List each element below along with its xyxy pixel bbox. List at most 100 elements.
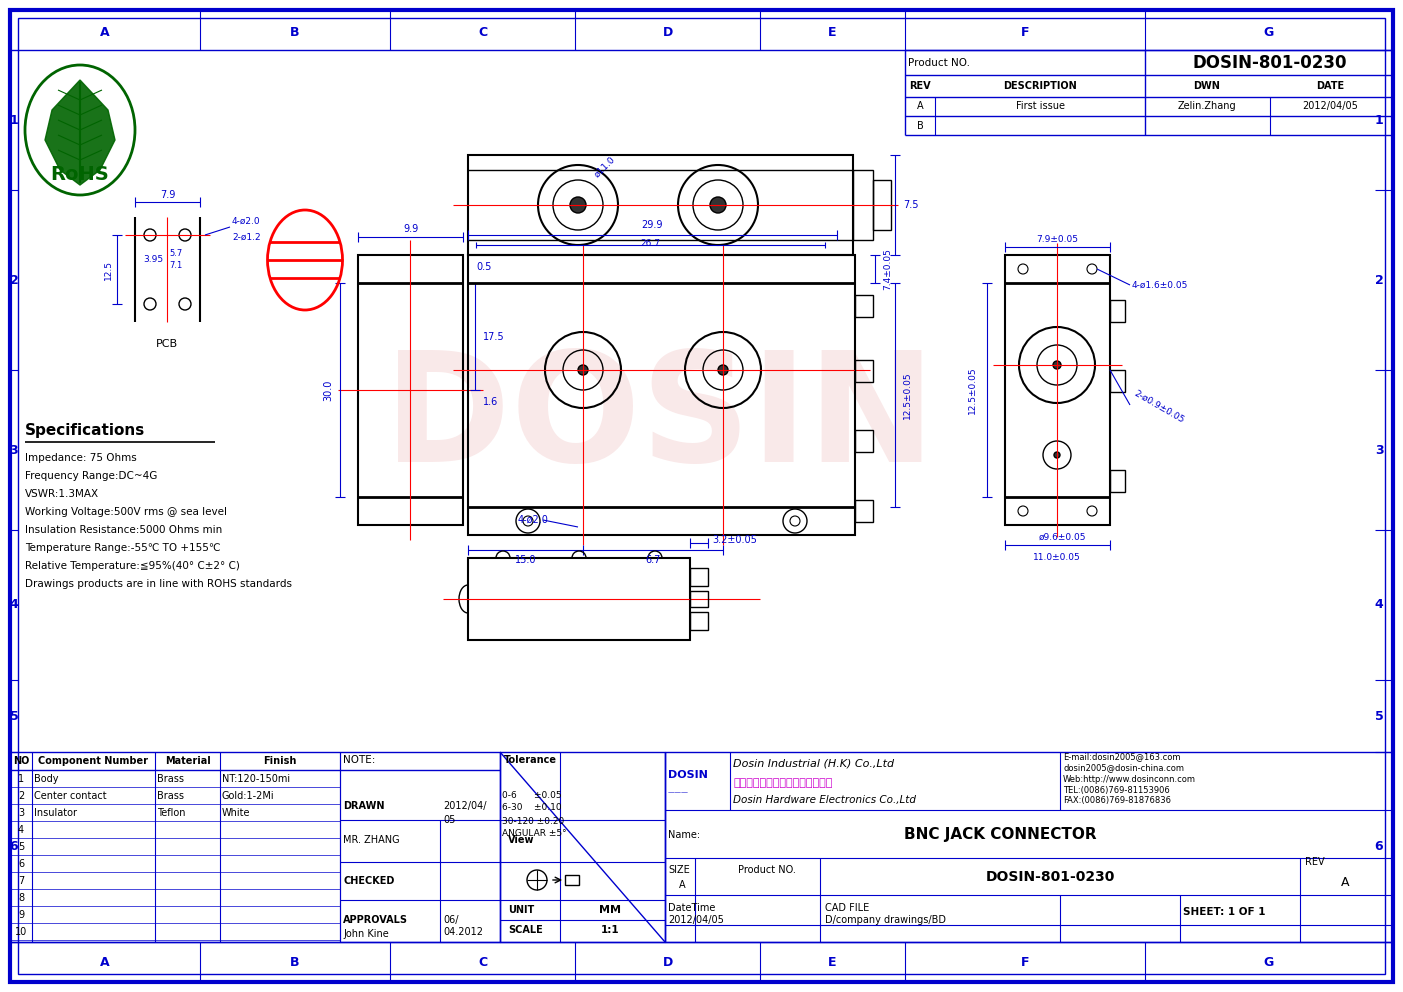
Text: 26.7: 26.7 bbox=[641, 239, 661, 248]
Text: 12.5±0.05: 12.5±0.05 bbox=[904, 371, 912, 419]
Text: Product NO.: Product NO. bbox=[738, 865, 796, 875]
Bar bbox=[499, 752, 665, 942]
Text: DOSIN-801-0230: DOSIN-801-0230 bbox=[985, 870, 1115, 884]
Text: 3: 3 bbox=[18, 808, 24, 818]
Text: Frequency Range:DC~4G: Frequency Range:DC~4G bbox=[25, 471, 157, 481]
Text: C: C bbox=[478, 26, 487, 39]
Text: F: F bbox=[1021, 955, 1030, 968]
Circle shape bbox=[718, 365, 728, 375]
Text: 2012/04/05: 2012/04/05 bbox=[1302, 101, 1358, 111]
Text: 17.5: 17.5 bbox=[483, 331, 505, 341]
Bar bbox=[1110, 370, 1125, 392]
Text: DOSIN: DOSIN bbox=[384, 345, 936, 494]
Text: 3.95: 3.95 bbox=[143, 256, 163, 265]
Text: 1: 1 bbox=[18, 774, 24, 784]
Text: 7.4±0.05: 7.4±0.05 bbox=[882, 248, 892, 290]
Bar bbox=[853, 170, 873, 240]
Text: MM: MM bbox=[599, 905, 622, 915]
Text: SIZE: SIZE bbox=[668, 865, 690, 875]
Text: 2: 2 bbox=[18, 791, 24, 801]
Text: 8: 8 bbox=[18, 893, 24, 903]
Text: 东莞市德诜五金电子制品有限公司: 东莞市德诜五金电子制品有限公司 bbox=[732, 778, 832, 788]
Text: ———: ——— bbox=[668, 789, 689, 795]
Text: Product NO.: Product NO. bbox=[908, 58, 969, 68]
Text: B: B bbox=[916, 121, 923, 131]
Text: First issue: First issue bbox=[1016, 101, 1065, 111]
Text: Zelin.Zhang: Zelin.Zhang bbox=[1177, 101, 1236, 111]
Text: John Kine: John Kine bbox=[342, 929, 389, 939]
Text: A: A bbox=[100, 26, 109, 39]
Text: Material: Material bbox=[164, 756, 210, 766]
Text: 2012/04/: 2012/04/ bbox=[443, 801, 487, 811]
Text: DOSIN-801-0230: DOSIN-801-0230 bbox=[1193, 54, 1347, 72]
Text: DateTime: DateTime bbox=[668, 903, 716, 913]
Text: Impedance: 75 Ohms: Impedance: 75 Ohms bbox=[25, 453, 136, 463]
Bar bbox=[1110, 300, 1125, 322]
Text: 10: 10 bbox=[15, 927, 27, 937]
Text: 6: 6 bbox=[10, 840, 18, 853]
Bar bbox=[565, 875, 579, 885]
Text: Finish: Finish bbox=[264, 756, 296, 766]
Text: Tolerance: Tolerance bbox=[504, 755, 557, 765]
Text: Gold:1-2Mi: Gold:1-2Mi bbox=[222, 791, 275, 801]
Text: Brass: Brass bbox=[157, 774, 184, 784]
Circle shape bbox=[570, 197, 586, 213]
Text: 9.9: 9.9 bbox=[403, 224, 418, 234]
Text: 5: 5 bbox=[1375, 709, 1383, 722]
Text: 1.6: 1.6 bbox=[483, 397, 498, 407]
Text: 4: 4 bbox=[10, 598, 18, 611]
Text: 5.7: 5.7 bbox=[168, 249, 182, 258]
Text: Insulation Resistance:5000 Ohms min: Insulation Resistance:5000 Ohms min bbox=[25, 525, 222, 535]
Text: 2-ø0.9±0.05: 2-ø0.9±0.05 bbox=[1132, 389, 1186, 425]
Text: PCB: PCB bbox=[156, 339, 178, 349]
Text: Center contact: Center contact bbox=[34, 791, 107, 801]
Text: 15.0: 15.0 bbox=[515, 555, 536, 565]
Text: Component Number: Component Number bbox=[38, 756, 149, 766]
Text: 3: 3 bbox=[1375, 443, 1383, 456]
Text: 9: 9 bbox=[18, 910, 24, 920]
Text: Brass: Brass bbox=[157, 791, 184, 801]
Text: View: View bbox=[508, 835, 535, 845]
Text: 1: 1 bbox=[1375, 113, 1383, 127]
Text: 30-120 ±0.20: 30-120 ±0.20 bbox=[502, 816, 564, 825]
Text: 4: 4 bbox=[1375, 598, 1383, 611]
Text: VSWR:1.3MAX: VSWR:1.3MAX bbox=[25, 489, 100, 499]
Bar bbox=[873, 180, 891, 230]
Text: Name:: Name: bbox=[668, 830, 700, 840]
Text: 7.9: 7.9 bbox=[160, 190, 175, 200]
Text: Dosin Industrial (H.K) Co.,Ltd: Dosin Industrial (H.K) Co.,Ltd bbox=[732, 758, 894, 768]
Text: DESCRIPTION: DESCRIPTION bbox=[1003, 81, 1078, 91]
Text: CAD FILE: CAD FILE bbox=[825, 903, 870, 913]
Text: Teflon: Teflon bbox=[157, 808, 185, 818]
Text: 4-ø2.0: 4-ø2.0 bbox=[231, 216, 261, 225]
Text: NT:120-150mi: NT:120-150mi bbox=[222, 774, 290, 784]
Text: REV: REV bbox=[1305, 857, 1324, 867]
Text: 3: 3 bbox=[10, 443, 18, 456]
Text: E: E bbox=[828, 955, 836, 968]
Bar bbox=[854, 430, 873, 452]
Text: Working Voltage:500V rms @ sea level: Working Voltage:500V rms @ sea level bbox=[25, 507, 227, 517]
Text: Body: Body bbox=[34, 774, 59, 784]
Text: 30.0: 30.0 bbox=[323, 379, 333, 401]
Text: 6: 6 bbox=[1375, 840, 1383, 853]
Text: DOSIN: DOSIN bbox=[668, 770, 709, 780]
Text: 7.5: 7.5 bbox=[904, 200, 919, 210]
Text: NOTE:: NOTE: bbox=[342, 755, 376, 765]
Text: 2-ø1.2: 2-ø1.2 bbox=[231, 232, 261, 241]
Text: Relative Temperature:≦95%(40° C±2° C): Relative Temperature:≦95%(40° C±2° C) bbox=[25, 561, 240, 571]
Text: D: D bbox=[662, 26, 672, 39]
Text: D: D bbox=[662, 955, 672, 968]
Text: ANGULAR ±5°: ANGULAR ±5° bbox=[502, 829, 567, 838]
Text: F: F bbox=[1021, 26, 1030, 39]
Text: 2: 2 bbox=[10, 274, 18, 287]
Text: B: B bbox=[290, 955, 300, 968]
Text: 2012/04/05: 2012/04/05 bbox=[668, 915, 724, 925]
Text: 6-30    ±0.10: 6-30 ±0.10 bbox=[502, 804, 561, 812]
Text: A: A bbox=[679, 880, 685, 890]
Circle shape bbox=[578, 365, 588, 375]
Text: 05: 05 bbox=[443, 815, 456, 825]
Bar bbox=[469, 558, 690, 640]
Text: Dosin Hardware Electronics Co.,Ltd: Dosin Hardware Electronics Co.,Ltd bbox=[732, 795, 916, 805]
Text: 2: 2 bbox=[1375, 274, 1383, 287]
Text: 7: 7 bbox=[18, 876, 24, 886]
